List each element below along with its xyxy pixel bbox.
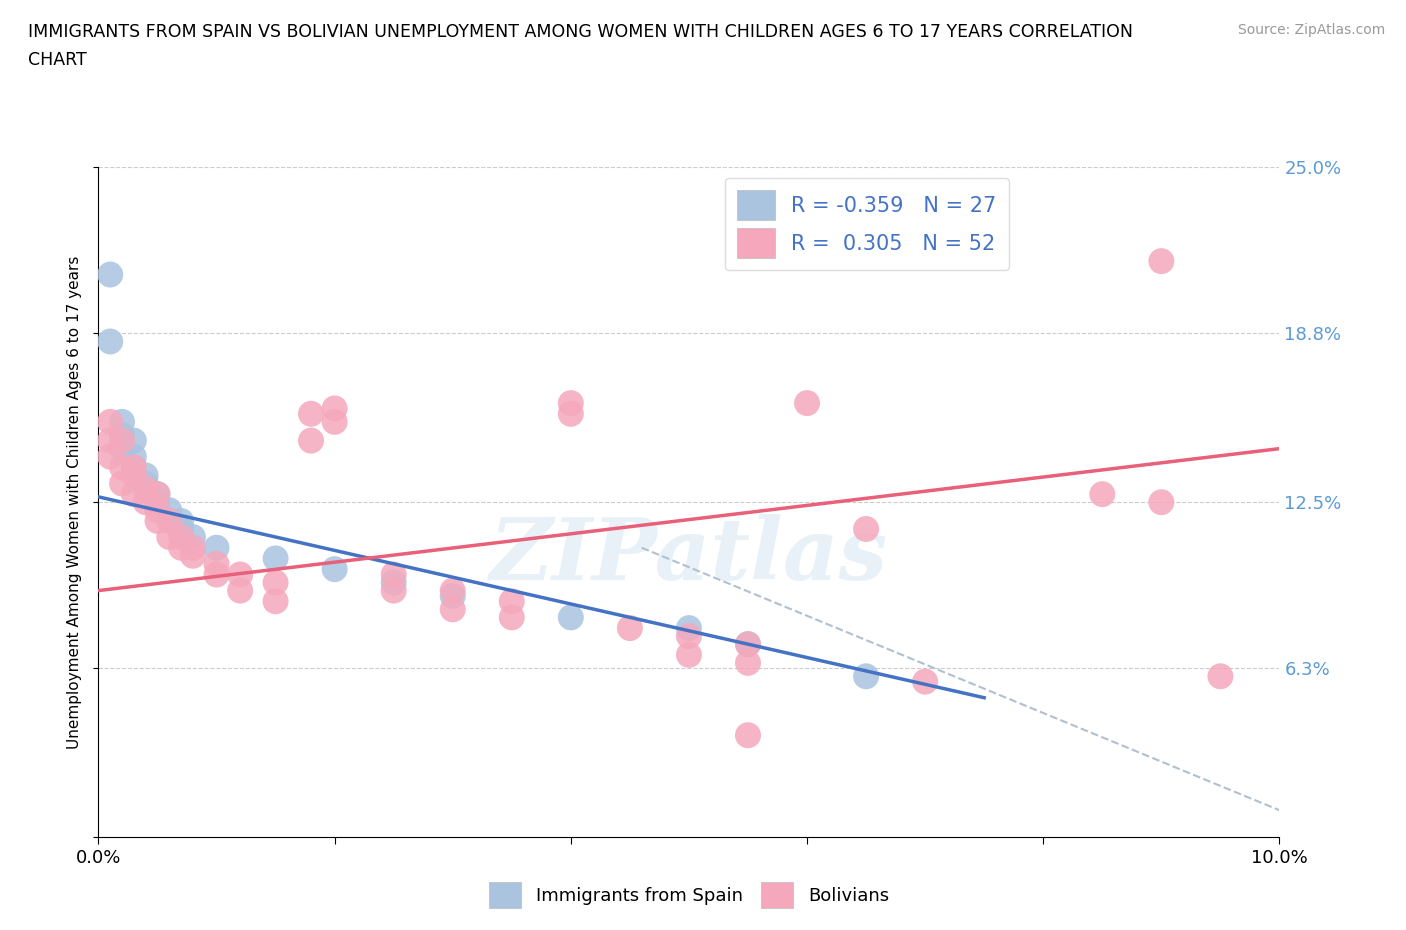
Point xyxy=(264,551,287,565)
Point xyxy=(560,395,582,410)
Point xyxy=(146,486,169,501)
Point xyxy=(98,267,121,282)
Point xyxy=(157,513,180,528)
Text: IMMIGRANTS FROM SPAIN VS BOLIVIAN UNEMPLOYMENT AMONG WOMEN WITH CHILDREN AGES 6 : IMMIGRANTS FROM SPAIN VS BOLIVIAN UNEMPL… xyxy=(28,23,1133,41)
Point xyxy=(678,647,700,662)
Point xyxy=(205,567,228,582)
Point xyxy=(98,334,121,349)
Point xyxy=(229,567,252,582)
Point xyxy=(98,449,121,464)
Point xyxy=(441,602,464,617)
Point xyxy=(181,529,204,544)
Point xyxy=(382,567,405,582)
Point xyxy=(619,620,641,635)
Point xyxy=(170,540,193,555)
Point xyxy=(914,674,936,689)
Point xyxy=(229,583,252,598)
Y-axis label: Unemployment Among Women with Children Ages 6 to 17 years: Unemployment Among Women with Children A… xyxy=(67,256,83,749)
Point xyxy=(146,486,169,501)
Point xyxy=(855,669,877,684)
Text: ZIPatlas: ZIPatlas xyxy=(489,514,889,597)
Point xyxy=(135,482,157,497)
Point xyxy=(111,415,134,430)
Point xyxy=(501,594,523,609)
Text: Source: ZipAtlas.com: Source: ZipAtlas.com xyxy=(1237,23,1385,37)
Legend: Immigrants from Spain, Bolivians: Immigrants from Spain, Bolivians xyxy=(482,875,896,915)
Point xyxy=(299,433,322,448)
Point xyxy=(122,433,145,448)
Point xyxy=(146,513,169,528)
Point xyxy=(264,594,287,609)
Point xyxy=(560,610,582,625)
Point xyxy=(111,433,134,448)
Point xyxy=(678,629,700,644)
Point xyxy=(299,406,322,421)
Point xyxy=(122,468,145,483)
Point xyxy=(1091,486,1114,501)
Point xyxy=(122,460,145,475)
Point xyxy=(1150,495,1173,510)
Point xyxy=(98,415,121,430)
Point xyxy=(98,433,121,448)
Point xyxy=(170,513,193,528)
Point xyxy=(157,513,180,528)
Point xyxy=(678,620,700,635)
Point xyxy=(737,728,759,743)
Point xyxy=(382,575,405,590)
Point xyxy=(323,562,346,577)
Point xyxy=(122,486,145,501)
Point xyxy=(111,428,134,443)
Point xyxy=(111,476,134,491)
Point xyxy=(170,522,193,537)
Point xyxy=(737,637,759,652)
Point xyxy=(323,401,346,416)
Point xyxy=(170,529,193,544)
Point xyxy=(157,529,180,544)
Point xyxy=(181,549,204,564)
Point xyxy=(157,503,180,518)
Point xyxy=(560,406,582,421)
Point xyxy=(737,637,759,652)
Point xyxy=(501,610,523,625)
Point xyxy=(323,415,346,430)
Point xyxy=(205,556,228,571)
Point xyxy=(441,583,464,598)
Point xyxy=(122,449,145,464)
Point xyxy=(135,495,157,510)
Point xyxy=(796,395,818,410)
Point xyxy=(382,583,405,598)
Point xyxy=(135,468,157,483)
Point xyxy=(205,540,228,555)
Point xyxy=(441,589,464,604)
Point xyxy=(135,482,157,497)
Point xyxy=(737,656,759,671)
Point xyxy=(855,522,877,537)
Point xyxy=(264,575,287,590)
Point xyxy=(1209,669,1232,684)
Point xyxy=(181,540,204,555)
Point xyxy=(146,503,169,518)
Point xyxy=(111,460,134,475)
Point xyxy=(146,495,169,510)
Point xyxy=(111,441,134,456)
Point xyxy=(122,460,145,475)
Point xyxy=(135,476,157,491)
Point xyxy=(1150,254,1173,269)
Text: CHART: CHART xyxy=(28,51,87,69)
